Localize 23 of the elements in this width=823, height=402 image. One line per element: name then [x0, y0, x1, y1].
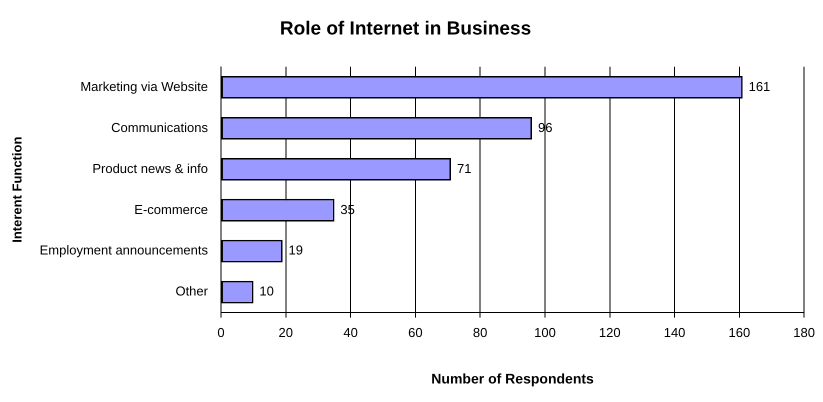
x-tick-label: 100	[534, 324, 556, 340]
x-tick-label: 60	[408, 324, 423, 340]
chart-title: Role of Internet in Business	[280, 18, 532, 40]
x-tick-label: 40	[343, 324, 358, 340]
x-axis-title: Number of Respondents	[431, 370, 594, 386]
x-tick-label: 180	[793, 324, 816, 340]
y-tick-label: Other	[175, 284, 209, 299]
y-tick-label: Marketing via Website	[80, 78, 208, 94]
data-label: 19	[288, 242, 303, 258]
x-tick-label: 120	[598, 324, 621, 340]
x-tick-label: 140	[664, 324, 686, 340]
y-axis-title: Interent Function	[9, 136, 24, 243]
data-label: 10	[259, 284, 274, 299]
x-tick-label: 0	[217, 324, 225, 340]
x-tick-label: 20	[278, 324, 294, 340]
y-tick-label: Communications	[111, 120, 208, 135]
data-label: 71	[457, 160, 472, 176]
x-tick-label: 160	[728, 324, 750, 340]
data-label: 161	[748, 78, 770, 94]
x-tick-label: 80	[472, 324, 488, 340]
y-tick-label: Employment announcements	[40, 242, 208, 258]
y-tick-label: Product news & info	[92, 160, 208, 176]
y-tick-label: E-commerce	[134, 202, 208, 217]
